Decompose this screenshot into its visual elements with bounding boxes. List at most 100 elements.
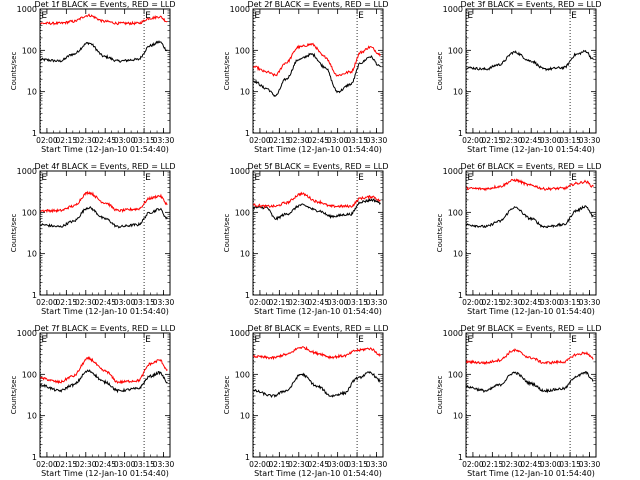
marker-label: E bbox=[571, 335, 577, 345]
y-tick-label: 1 bbox=[245, 291, 250, 300]
plot-frame bbox=[39, 8, 171, 134]
x-tick-label: 02:30 bbox=[501, 136, 523, 145]
panel-title: Det 1f BLACK = Events, RED = LLD bbox=[34, 0, 175, 9]
x-tick-label: 02:45 bbox=[94, 298, 116, 307]
x-tick-label: 02:00 bbox=[462, 298, 484, 307]
x-tick-label: 03:00 bbox=[540, 460, 562, 469]
x-tick-label: 02:15 bbox=[56, 460, 78, 469]
x-tick-label: 02:30 bbox=[501, 460, 523, 469]
marker-label: E bbox=[41, 173, 47, 183]
x-tick-label: 03:15 bbox=[133, 298, 155, 307]
y-tick-label: 1000 bbox=[17, 329, 37, 338]
x-tick-label: 02:45 bbox=[520, 298, 542, 307]
panel-title: Det 4f BLACK = Events, RED = LLD bbox=[34, 162, 175, 171]
x-axis-label: Start Time (12-Jan-10 01:54:40) bbox=[41, 145, 169, 154]
x-tick-label: 02:30 bbox=[288, 136, 310, 145]
y-tick-label: 100 bbox=[235, 208, 250, 217]
x-tick-label: 02:45 bbox=[520, 136, 542, 145]
x-tick-label: 03:15 bbox=[559, 460, 581, 469]
x-tick-label: 03:30 bbox=[366, 298, 388, 307]
x-tick-label: 02:00 bbox=[249, 460, 271, 469]
x-tick-label: 02:00 bbox=[36, 298, 58, 307]
lld-series-line bbox=[40, 190, 168, 214]
y-axis-label: Counts/sec bbox=[436, 214, 444, 253]
x-tick-label: 02:00 bbox=[249, 298, 271, 307]
y-tick-label: 100 bbox=[22, 370, 37, 379]
x-tick-label: 03:00 bbox=[327, 298, 349, 307]
events-series-line bbox=[252, 197, 381, 221]
y-tick-label: 1 bbox=[32, 453, 37, 462]
x-tick-label: 02:45 bbox=[307, 460, 329, 469]
events-series-line bbox=[465, 371, 594, 394]
x-tick-label: 02:00 bbox=[462, 136, 484, 145]
x-tick-label: 02:30 bbox=[288, 298, 310, 307]
x-tick-label: 03:00 bbox=[540, 298, 562, 307]
panel-title: Det 5f BLACK = Events, RED = LLD bbox=[247, 162, 388, 171]
y-tick-label: 10 bbox=[240, 250, 250, 259]
x-tick-label: 03:00 bbox=[540, 136, 562, 145]
x-tick-label: 02:15 bbox=[269, 298, 291, 307]
y-tick-label: 10 bbox=[453, 250, 463, 259]
x-tick-label: 02:45 bbox=[307, 136, 329, 145]
x-tick-label: 03:30 bbox=[579, 136, 601, 145]
x-tick-label: 03:15 bbox=[133, 460, 155, 469]
x-tick-label: 02:15 bbox=[269, 136, 291, 145]
events-series-line bbox=[39, 369, 168, 394]
x-tick-label: 03:00 bbox=[327, 136, 349, 145]
detector-panel-3: Det 3f BLACK = Events, RED = LLD E E 1 10 100… bbox=[436, 0, 602, 154]
plot-frame bbox=[465, 332, 597, 458]
marker-label: E bbox=[145, 11, 151, 21]
x-tick-label: 02:00 bbox=[462, 460, 484, 469]
x-tick-label: 03:00 bbox=[114, 136, 136, 145]
x-axis-label: Start Time (12-Jan-10 01:54:40) bbox=[467, 307, 595, 316]
marker-label: E bbox=[41, 335, 47, 345]
x-axis-label: Start Time (12-Jan-10 01:54:40) bbox=[41, 307, 169, 316]
detector-panel-1: Det 1f BLACK = Events, RED = LLD E E 1 10 100… bbox=[10, 0, 176, 154]
x-tick-label: 03:30 bbox=[153, 136, 175, 145]
detector-panel-6: Det 6f BLACK = Events, RED = LLD E E 1 10 100… bbox=[436, 162, 602, 316]
marker-label: E bbox=[254, 173, 260, 183]
y-axis-label: Counts/sec bbox=[10, 52, 18, 91]
y-tick-label: 1 bbox=[32, 291, 37, 300]
x-tick-label: 02:30 bbox=[75, 136, 97, 145]
x-tick-label: 02:45 bbox=[94, 460, 116, 469]
x-tick-label: 02:00 bbox=[36, 136, 58, 145]
y-tick-label: 10 bbox=[27, 88, 37, 97]
marker-label: E bbox=[467, 11, 473, 21]
marker-label: E bbox=[145, 335, 151, 345]
y-tick-label: 1 bbox=[458, 291, 463, 300]
events-series-line bbox=[40, 40, 168, 64]
y-tick-label: 1000 bbox=[17, 5, 37, 14]
y-tick-label: 1 bbox=[458, 129, 463, 138]
y-tick-label: 10 bbox=[240, 412, 250, 421]
x-tick-label: 02:45 bbox=[94, 136, 116, 145]
x-tick-label: 03:15 bbox=[559, 136, 581, 145]
panel-title: Det 3f BLACK = Events, RED = LLD bbox=[460, 0, 601, 9]
marker-label: E bbox=[358, 173, 364, 183]
x-tick-label: 02:30 bbox=[288, 460, 310, 469]
x-tick-label: 03:15 bbox=[559, 298, 581, 307]
marker-label: E bbox=[571, 173, 577, 183]
x-tick-label: 02:00 bbox=[36, 460, 58, 469]
detector-panel-7: Det 7f BLACK = Events, RED = LLD E E 1 10 100… bbox=[10, 324, 176, 478]
marker-label: E bbox=[467, 173, 473, 183]
lld-series-line bbox=[253, 345, 381, 361]
x-tick-label: 02:30 bbox=[75, 460, 97, 469]
y-tick-label: 1000 bbox=[230, 329, 250, 338]
x-tick-label: 03:15 bbox=[346, 136, 368, 145]
detector-panel-4: Det 4f BLACK = Events, RED = LLD E E 1 10 100… bbox=[10, 162, 176, 316]
y-axis-label: Counts/sec bbox=[10, 376, 18, 415]
y-tick-label: 1000 bbox=[443, 329, 463, 338]
x-tick-label: 02:15 bbox=[482, 136, 504, 145]
events-series-line bbox=[253, 370, 381, 398]
y-tick-label: 10 bbox=[453, 412, 463, 421]
events-series-line bbox=[253, 52, 381, 98]
y-tick-label: 1 bbox=[245, 129, 250, 138]
x-tick-label: 02:15 bbox=[269, 460, 291, 469]
x-tick-label: 03:15 bbox=[346, 298, 368, 307]
x-tick-label: 02:45 bbox=[520, 460, 542, 469]
y-tick-label: 100 bbox=[448, 370, 463, 379]
x-axis-label: Start Time (12-Jan-10 01:54:40) bbox=[254, 145, 382, 154]
x-axis-label: Start Time (12-Jan-10 01:54:40) bbox=[254, 307, 382, 316]
marker-label: E bbox=[571, 11, 577, 21]
